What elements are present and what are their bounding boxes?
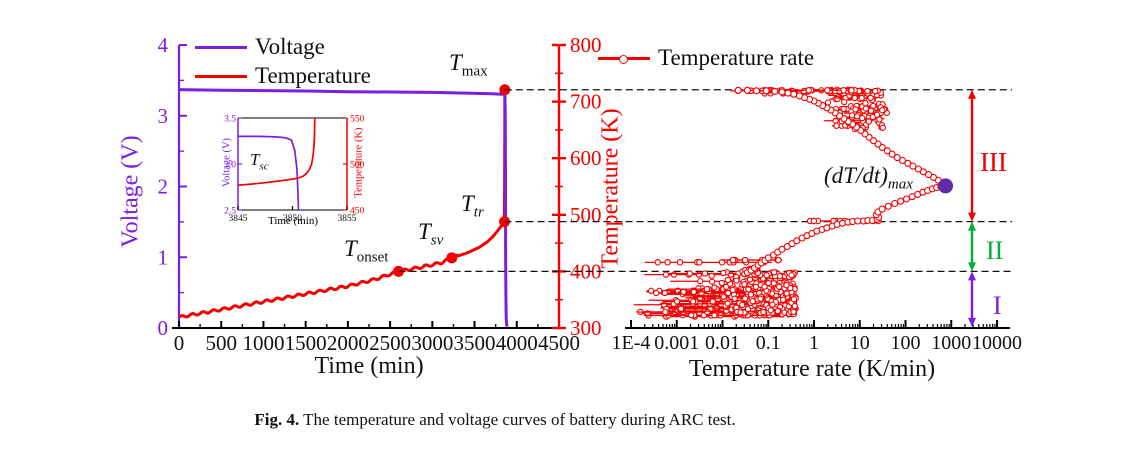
annotation-t-max: Tmax (449, 50, 488, 80)
inset-k-tick: 450 (350, 207, 365, 217)
right-panel: 1E-4 0.001 0.01 0.1 1 10 100 1000 10000 (612, 320, 1022, 354)
rate-tick-label: 0.1 (756, 332, 781, 354)
time-tick-label: 500 (205, 331, 237, 355)
time-tick-label: 0 (174, 331, 185, 355)
annotation-dtdt-max: (dT/dt)max (824, 163, 913, 193)
time-tick-label: 1000 (242, 331, 284, 355)
left-legend: Voltage Temperature (195, 34, 371, 89)
temperature-curve (178, 89, 507, 319)
voltage-tick-label: 2 (158, 175, 169, 199)
temperature-tick-label: 500 (570, 203, 602, 227)
inset-k-tick: 550 (350, 115, 365, 125)
inset-temperature-curve (237, 117, 316, 187)
inset-y-right-title: Temperature (K) (353, 127, 365, 198)
time-tick-label: 1500 (285, 331, 327, 355)
inset-v-tick: 3.5 (224, 115, 236, 125)
inset-y-left-title: Voltage (V) (221, 137, 233, 188)
rate-tick-label: 0.01 (705, 332, 740, 354)
temperature-tick-label: 700 (570, 90, 602, 114)
inset-x-tick: 3845 (229, 214, 248, 224)
voltage-line-swatch (195, 45, 247, 49)
temperature-tick-label: 600 (570, 146, 602, 170)
voltage-tick-label: 1 (158, 245, 169, 269)
mid-y-axis-title: Temperature (K) (597, 108, 624, 269)
rate-tick-label: 10000 (972, 332, 1022, 354)
marker-t-sv (446, 252, 458, 264)
voltage-tick-label: 4 (158, 33, 169, 57)
rate-tick-label: 1E-4 (612, 332, 651, 354)
voltage-tick-label: 0 (158, 316, 169, 340)
region-arrow-i (968, 271, 976, 327)
inset-panel: 2.5 3.0 3.5 450 500 550 3845 3850 3855 (224, 115, 364, 225)
voltage-tick-label: 3 (158, 104, 169, 128)
inset-voltage-curve (238, 135, 300, 211)
left-x-axis-title: Time (min) (314, 353, 424, 379)
temperature-tick-label: 800 (570, 33, 602, 57)
voltage-curve (178, 88, 509, 328)
legend-label-temperature-rate: Temperature rate (658, 45, 815, 70)
time-tick-label: 3500 (454, 331, 496, 355)
time-tick-label: 2500 (369, 331, 411, 355)
caption-prefix: Fig. 4. (254, 410, 300, 429)
region-arrow-ii (968, 221, 976, 272)
annotation-t-sc: Tsc (250, 150, 269, 173)
region-label-i: I (993, 291, 1002, 320)
inset-x-title: Time (min) (267, 215, 318, 227)
rate-tick-label: 1000 (931, 332, 971, 354)
annotation-t-sv: Tsv (418, 219, 444, 249)
dtdt-max-point (938, 178, 954, 194)
region-arrow-iii (968, 89, 976, 222)
open-circle-marker (619, 54, 628, 64)
rate-tick-label: 1 (809, 332, 819, 354)
inset-k-tick: 500 (350, 161, 365, 171)
temperature-tick-label: 300 (570, 316, 602, 340)
region-label-ii: II (986, 236, 1004, 265)
annotation-t-onset: Tonset (344, 236, 389, 266)
time-tick-label: 4500 (538, 331, 580, 355)
legend-item-temperature: Temperature (195, 63, 371, 89)
time-tick-label: 3000 (411, 331, 453, 355)
left-y-axis-title: Voltage (V) (117, 135, 144, 248)
temperature-rate-line-swatch (598, 54, 650, 64)
region-label-iii: III (980, 147, 1007, 177)
annotation-t-tr: Ttr (461, 191, 484, 221)
time-tick-label: 4000 (496, 331, 538, 355)
inset-x-tick: 3850 (283, 214, 302, 224)
rate-tick-label: 0.001 (654, 332, 699, 354)
temperature-rate-series (633, 86, 954, 320)
inset-v-tick: 3.0 (224, 161, 236, 171)
legend-label-temperature: Temperature (255, 63, 371, 88)
time-tick-label: 2000 (327, 331, 369, 355)
figure-canvas: 0 1 2 3 4 0 500 1000 1500 2000 2500 3000 3500 4000 450… (158, 33, 1023, 355)
right-x-axis-title: Temperature rate (K/min) (688, 356, 936, 382)
legend-item-voltage: Voltage (195, 34, 371, 60)
legend-item-temperature-rate: Temperature rate (598, 45, 814, 71)
rate-tick-label: 100 (891, 332, 921, 354)
legend-label-voltage: Voltage (255, 34, 325, 59)
inset-v-tick: 2.5 (224, 207, 236, 217)
rate-tick-label: 10 (850, 332, 870, 354)
right-legend: Temperature rate (598, 45, 814, 71)
caption-text: The temperature and voltage curves of ba… (299, 410, 736, 429)
figure-caption: Fig. 4. The temperature and voltage curv… (0, 410, 990, 430)
inset-x-tick: 3855 (338, 214, 357, 224)
temperature-line-swatch (195, 74, 247, 78)
